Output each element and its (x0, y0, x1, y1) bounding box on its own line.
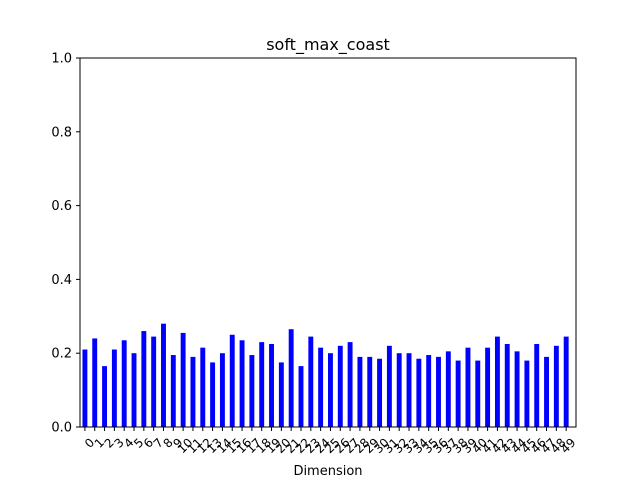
bar (170, 355, 176, 427)
bar (524, 360, 530, 427)
bar (406, 353, 412, 427)
bar (278, 362, 284, 427)
bar (111, 349, 117, 427)
bar (288, 329, 294, 427)
bar (465, 347, 471, 427)
bar (553, 345, 559, 427)
bar (161, 323, 166, 427)
bar (416, 358, 422, 427)
bar (308, 336, 314, 427)
bar (386, 345, 392, 427)
bar (141, 331, 147, 427)
x-axis-label: Dimension (293, 464, 362, 479)
bar (318, 347, 324, 427)
x-axis: 0123456789101112131415161718192021222324… (82, 427, 579, 456)
bar (426, 355, 432, 427)
bar (92, 338, 98, 427)
bar (544, 356, 549, 427)
bar (504, 343, 510, 427)
y-tick-label: 0.2 (51, 347, 72, 362)
bar (82, 349, 88, 427)
bar (337, 345, 343, 427)
bar (190, 356, 196, 427)
bars (82, 323, 569, 427)
y-tick-label: 0.4 (51, 273, 72, 288)
bar (494, 336, 500, 427)
bar (534, 343, 540, 427)
bar (180, 332, 186, 427)
bar (396, 353, 402, 427)
bar (239, 340, 245, 427)
y-axis: 0.0 0.2 0.4 0.6 0.8 1.0 (51, 52, 80, 436)
bar (269, 343, 274, 427)
bar (377, 358, 383, 427)
bar (514, 351, 520, 427)
bar (249, 355, 255, 427)
bar (200, 347, 206, 427)
bar (298, 366, 304, 427)
bar (485, 347, 491, 427)
bar (563, 336, 569, 427)
bar (151, 336, 157, 427)
bar (347, 342, 353, 427)
bar (210, 362, 216, 427)
y-tick-label: 0.0 (51, 421, 72, 436)
bar (259, 342, 265, 427)
bar (219, 353, 225, 427)
bar (475, 360, 481, 427)
bar (436, 356, 441, 427)
bar (328, 353, 333, 427)
y-tick-label: 1.0 (51, 52, 72, 67)
bar (229, 334, 235, 427)
bar (367, 356, 373, 427)
y-tick-label: 0.8 (51, 125, 72, 140)
y-tick-label: 0.6 (51, 199, 72, 214)
bar (357, 356, 363, 427)
plot-frame (79, 57, 577, 428)
chart-title: soft_max_coast (266, 35, 390, 55)
bar (131, 353, 137, 427)
bar (445, 351, 451, 427)
bar (121, 340, 127, 427)
bar (102, 366, 108, 427)
bar (455, 360, 461, 427)
